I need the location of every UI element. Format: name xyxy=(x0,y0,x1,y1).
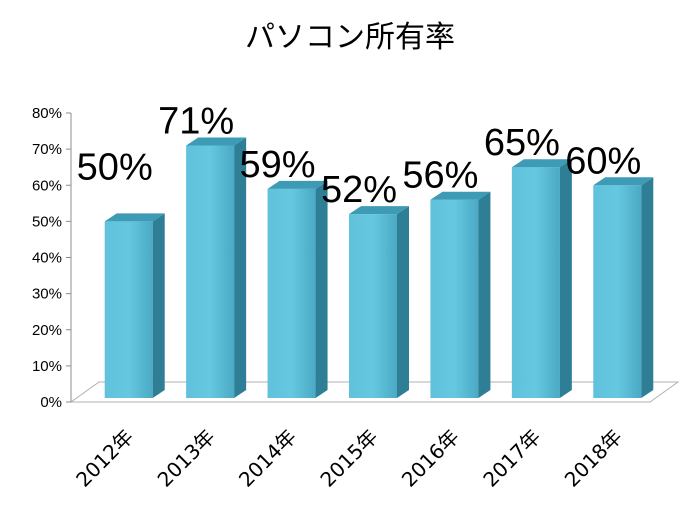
bar-2012年 xyxy=(104,213,165,398)
x-category-label: 2013年 xyxy=(153,425,220,492)
x-category-label: 2014年 xyxy=(234,425,301,492)
bar-top xyxy=(430,191,491,200)
bar-side xyxy=(559,159,572,398)
bar-side xyxy=(315,180,328,398)
bar-side xyxy=(234,137,247,398)
y-tick-label: 50% xyxy=(32,213,62,230)
bar-side xyxy=(641,177,654,398)
data-label: 50% xyxy=(77,146,153,188)
bar-2013年 xyxy=(186,137,247,398)
bar-2015年 xyxy=(349,206,409,398)
bar-top xyxy=(349,206,409,215)
y-tick-label: 10% xyxy=(32,358,62,375)
data-label: 65% xyxy=(484,122,560,164)
bar-side xyxy=(152,213,165,398)
bar-2018年 xyxy=(593,177,654,398)
bar-side xyxy=(397,206,409,398)
bar-front xyxy=(511,167,560,398)
x-category-label: 2017年 xyxy=(478,425,545,492)
y-tick-label: 60% xyxy=(32,177,62,194)
x-category-label: 2018年 xyxy=(560,425,627,492)
x-category-label: 2016年 xyxy=(397,425,464,492)
y-tick-label: 0% xyxy=(40,394,62,411)
bar-2016年 xyxy=(430,191,491,398)
bar-top xyxy=(104,213,165,222)
bar-top xyxy=(593,177,654,186)
bar-front xyxy=(267,188,316,398)
data-label: 56% xyxy=(402,155,478,197)
bar-front xyxy=(430,199,479,398)
y-tick-label: 30% xyxy=(32,286,62,303)
data-label: 59% xyxy=(240,144,316,186)
bar-top xyxy=(186,137,247,146)
y-tick-label: 80% xyxy=(32,105,62,122)
bar-2014年 xyxy=(267,180,328,398)
y-tick-label: 40% xyxy=(32,250,62,267)
y-tick-label: 20% xyxy=(32,322,62,339)
bar-front xyxy=(349,214,397,398)
y-tick-label: 70% xyxy=(32,141,62,158)
chart-title: パソコン所有率 xyxy=(245,20,455,55)
data-label: 60% xyxy=(565,140,641,182)
bar-front xyxy=(593,185,642,398)
x-category-label: 2012年 xyxy=(71,425,138,492)
bar-2017年 xyxy=(511,159,572,398)
bar-top xyxy=(511,159,572,168)
bar-top xyxy=(267,180,328,189)
bar-front xyxy=(186,145,235,398)
bar-front xyxy=(104,221,153,398)
x-category-label: 2015年 xyxy=(315,425,382,492)
data-label: 71% xyxy=(158,101,234,143)
bar-side xyxy=(478,191,491,398)
data-label: 52% xyxy=(321,169,397,211)
